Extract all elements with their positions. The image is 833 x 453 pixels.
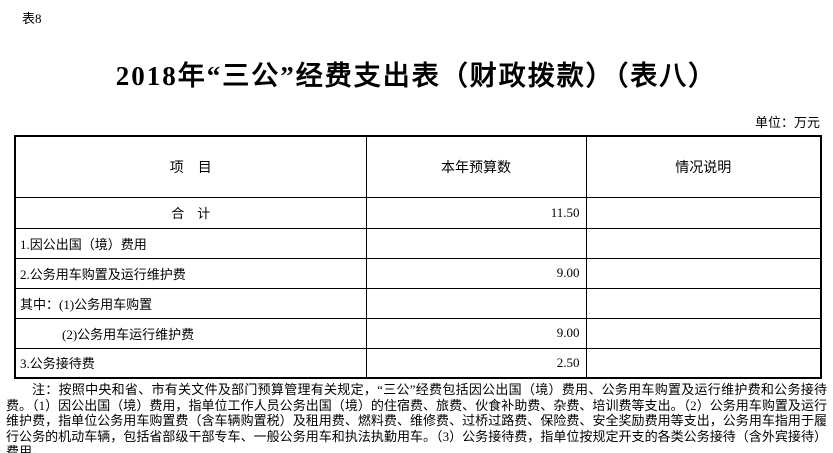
table-row-vehicle-purchase: 其中：(1)公务用车购置 bbox=[14, 287, 822, 319]
row-label: (2)公务用车运行维护费 bbox=[14, 317, 367, 349]
page-title: 2018年“三公”经费支出表（财政拨款）（表八） bbox=[115, 61, 718, 91]
footnote-text: 注：按照中央和省、市有关文件及部门预算管理有关规定，“三公”经费包括因公出国（境… bbox=[6, 382, 827, 453]
row-label: 其中：(1)公务用车购置 bbox=[14, 287, 367, 319]
row-note bbox=[585, 227, 822, 259]
table-row-vehicle-maintenance: (2)公务用车运行维护费 9.00 bbox=[14, 317, 822, 349]
col-header-budget: 本年预算数 bbox=[365, 135, 587, 198]
unit-label: 单位：万元 bbox=[754, 115, 820, 130]
row-value bbox=[365, 227, 587, 259]
row-value: 11.50 bbox=[365, 196, 587, 229]
table-row-total: 合 计 11.50 bbox=[14, 196, 822, 229]
row-value: 2.50 bbox=[365, 347, 587, 379]
table-row-reception-expense: 3.公务接待费 2.50 bbox=[14, 347, 822, 379]
row-note bbox=[585, 287, 822, 319]
row-value: 9.00 bbox=[365, 317, 587, 349]
row-label: 3.公务接待费 bbox=[14, 347, 367, 379]
row-note bbox=[585, 196, 822, 229]
row-note bbox=[585, 347, 822, 379]
table-header-row: 项 目 本年预算数 情况说明 bbox=[14, 135, 822, 198]
row-note bbox=[585, 317, 822, 349]
row-value bbox=[365, 287, 587, 319]
col-header-item: 项 目 bbox=[14, 135, 367, 198]
table-row-vehicle-total: 2.公务用车购置及运行维护费 9.00 bbox=[14, 257, 822, 289]
col-header-note: 情况说明 bbox=[585, 135, 822, 198]
row-note bbox=[585, 257, 822, 289]
budget-table: 项 目 本年预算数 情况说明 合 计 11.50 1.因公出国（境）费用 2.公… bbox=[14, 135, 822, 379]
row-label: 合 计 bbox=[14, 196, 367, 229]
table-number-label: 表8 bbox=[22, 11, 42, 26]
row-label: 1.因公出国（境）费用 bbox=[14, 227, 367, 259]
row-label: 2.公务用车购置及运行维护费 bbox=[14, 257, 367, 289]
table-row-abroad-expense: 1.因公出国（境）费用 bbox=[14, 227, 822, 259]
row-value: 9.00 bbox=[365, 257, 587, 289]
